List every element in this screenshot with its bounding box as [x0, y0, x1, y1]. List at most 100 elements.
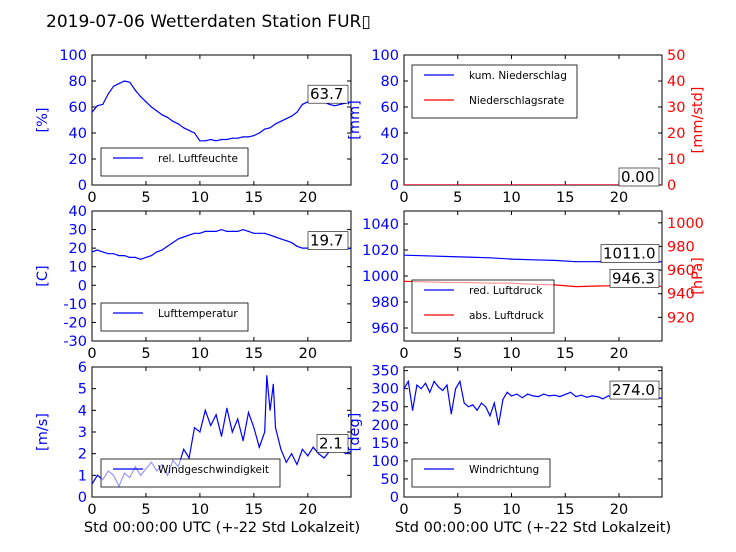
- data-point: [502, 398, 504, 401]
- legend-entry: Windrichtung: [469, 464, 539, 476]
- data-point: [532, 259, 534, 261]
- data-point: [102, 103, 104, 105]
- data-point: [266, 375, 268, 377]
- data-point: [118, 255, 120, 257]
- data-point: [404, 254, 405, 256]
- data-point: [183, 448, 185, 450]
- panel-3: 0 5 10 15 20 -30 -20 -10 0 10 20 30 40 [C] 19.7 Lufttem…: [35, 204, 352, 362]
- data-point: [661, 261, 662, 263]
- data-point: [269, 127, 271, 129]
- data-point: [269, 234, 271, 236]
- data-point: [291, 453, 293, 455]
- y2-tick-label: 30: [667, 100, 685, 116]
- data-point: [156, 251, 158, 253]
- data-point: [318, 453, 320, 455]
- y-tick-label: 5: [78, 382, 87, 398]
- data-point: [253, 135, 255, 137]
- data-point: [516, 393, 518, 395]
- data-point: [156, 110, 158, 112]
- data-point: [424, 382, 427, 384]
- data-point: [96, 249, 98, 251]
- figure-title: 2019-07-06 Wetterdaten Station FUR▯: [46, 12, 371, 32]
- data-point: [215, 140, 217, 142]
- data-point: [296, 463, 298, 466]
- data-point: [193, 427, 196, 429]
- x-tick-label: 15: [245, 346, 263, 362]
- y-axis-label: [deg]: [347, 413, 363, 452]
- y-tick-label: 30: [69, 223, 87, 239]
- y-tick-label: 20: [381, 152, 399, 168]
- data-point: [113, 253, 115, 255]
- panel-4: 0 5 10 15 20 960 980 1000 1020 1040 920 940 960 980 10…: [362, 210, 706, 362]
- data-point: [280, 448, 282, 450]
- data-point: [199, 431, 201, 433]
- data-point: [247, 136, 250, 138]
- data-point: [188, 457, 190, 459]
- data-point: [274, 236, 277, 238]
- data-point: [420, 388, 422, 390]
- data-point: [92, 111, 93, 113]
- y-tick-label: 980: [371, 295, 399, 311]
- data-point: [134, 89, 136, 91]
- data-point: [489, 257, 491, 259]
- panel-5: 0 5 10 15 20 0 1 2 3 4 5 6 [m/s] 2.1 Windgeschwindigke…: [35, 360, 352, 518]
- data-point: [345, 453, 347, 455]
- y-tick-label: 150: [371, 436, 399, 452]
- data-point: [107, 253, 109, 255]
- data-point: [172, 242, 174, 244]
- data-point: [183, 127, 185, 129]
- legend-box: [100, 458, 281, 488]
- data-point: [350, 101, 351, 103]
- data-point: [204, 230, 206, 232]
- data-point: [113, 85, 115, 87]
- y2-tick-label: 0: [667, 178, 676, 194]
- y-tick-label: 960: [371, 321, 399, 337]
- data-point: [429, 391, 431, 393]
- last-value-label: 946.3: [612, 269, 655, 287]
- data-point: [450, 413, 452, 415]
- data-point: [548, 395, 550, 397]
- data-point: [123, 255, 125, 257]
- data-point: [253, 427, 255, 429]
- y2-tick-label: 940: [667, 287, 695, 303]
- data-point: [102, 251, 104, 253]
- data-point: [258, 232, 260, 234]
- data-point: [350, 248, 351, 250]
- legend-entry: red. Luftdruck: [469, 285, 543, 297]
- data-point: [532, 395, 534, 397]
- legend-box: [100, 147, 249, 177]
- data-point: [280, 238, 282, 240]
- x-tick-label: 20: [610, 346, 628, 362]
- y-axis-label: [C]: [35, 265, 51, 286]
- last-value-box: [307, 84, 349, 104]
- x-tick-label: 10: [502, 190, 520, 206]
- y2-tick-label: 1000: [667, 216, 704, 232]
- data-point: [463, 402, 465, 404]
- data-point: [269, 409, 271, 411]
- data-point: [107, 93, 109, 95]
- legend-box: [100, 302, 249, 332]
- data-point: [433, 380, 435, 382]
- data-point: [280, 120, 282, 122]
- last-value-box: [307, 231, 349, 250]
- data-point: [506, 391, 508, 393]
- data-point: [596, 261, 599, 263]
- data-point: [285, 240, 287, 242]
- y-tick-label: 60: [381, 100, 399, 116]
- data-point: [150, 106, 152, 108]
- x-tick-label: 0: [399, 190, 408, 206]
- data-point: [237, 230, 239, 232]
- data-point: [570, 391, 572, 393]
- data-point: [291, 115, 293, 117]
- data-point: [247, 230, 250, 232]
- data-point: [661, 184, 662, 185]
- data-point: [199, 232, 201, 234]
- x-tick-label: 10: [502, 502, 520, 518]
- data-point: [264, 431, 266, 433]
- data-point: [188, 129, 190, 131]
- data-point: [350, 450, 351, 453]
- y-tick-label: 4: [78, 403, 87, 419]
- x-tick-label: 5: [141, 502, 150, 518]
- last-value-box: [600, 244, 660, 263]
